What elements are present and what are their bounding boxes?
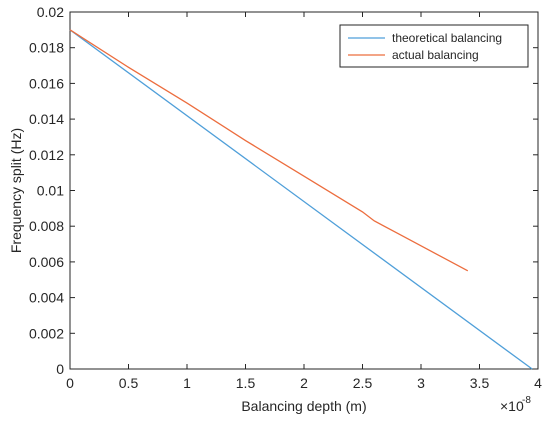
x-tick-label: 1: [183, 375, 191, 391]
y-tick-label: 0.016: [29, 75, 64, 91]
legend-box: [339, 24, 529, 68]
series-line-0: [69, 29, 533, 370]
y-tick-label: 0.008: [29, 218, 64, 234]
y-tick-label: 0.012: [29, 147, 64, 163]
plot-frame: [69, 11, 539, 370]
x-tick-label: 4: [534, 375, 542, 391]
y-tick-label: 0.006: [29, 254, 64, 270]
y-tick-label: 0.014: [29, 111, 64, 127]
y-axis: 0 0.002 0.004 0.006 0.008 0.01 0.012 0.014 0.016…: [29, 4, 538, 377]
x-tick-label: 3: [417, 375, 425, 391]
legend-label-0: theoretical balancing: [392, 31, 502, 45]
x-exponent-power: -8: [522, 395, 531, 406]
x-tick-label: 2: [300, 375, 308, 391]
y-tick-label: 0.01: [37, 183, 64, 199]
y-tick-label: 0.002: [29, 325, 64, 341]
x-axis: 0 0.5 1 1.5 2 2.5 3 3.5 4: [66, 12, 542, 391]
x-tick-label: 0: [66, 375, 74, 391]
x-axis-title: Balancing depth (m): [241, 398, 366, 414]
plot-area: [69, 11, 539, 370]
y-tick-label: 0.004: [29, 290, 64, 306]
y-tick-label: 0.018: [29, 40, 64, 56]
legend: theoretical balancing actual balancing: [339, 24, 529, 68]
series-line-1: [69, 29, 469, 272]
x-tick-label: 2.5: [353, 375, 373, 391]
legend-label-1: actual balancing: [392, 48, 479, 62]
series-group: [69, 29, 533, 370]
x-exponent-base: ×10: [500, 398, 524, 414]
x-tick-label: 3.5: [470, 375, 490, 391]
y-tick-label: 0.02: [37, 4, 64, 20]
x-tick-label: 0.5: [119, 375, 139, 391]
x-tick-label: 1.5: [236, 375, 256, 391]
y-axis-title: Frequency split (Hz): [8, 128, 24, 253]
y-tick-label: 0: [56, 361, 64, 377]
x-axis-exponent: ×10 -8: [500, 395, 531, 414]
